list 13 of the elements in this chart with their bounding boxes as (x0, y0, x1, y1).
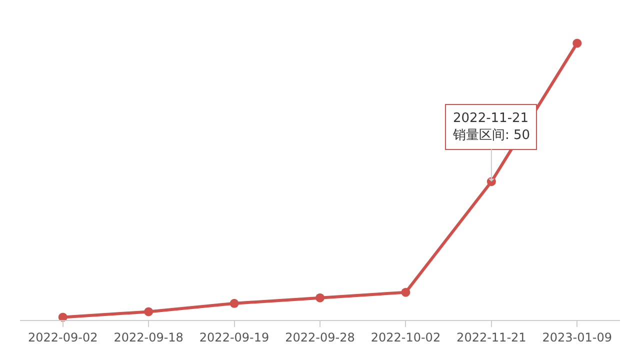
point (316, 293, 324, 302)
point (230, 298, 239, 308)
point (572, 38, 582, 48)
x-tick-label: 2022-09-19 (199, 330, 270, 344)
point (144, 307, 154, 316)
x-tick-label: 2022-09-18 (114, 330, 184, 344)
x-tick-label: 2022-09-02 (28, 330, 98, 344)
annotation: 2022-11-21 销量区间: 50 (452, 111, 530, 143)
point (401, 288, 410, 297)
x-tick-label: 2022-11-21 (456, 330, 526, 344)
x-tick-label: 2022-09-28 (285, 330, 355, 344)
x-tick-label: 2022-10-02 (370, 330, 441, 344)
x-tick-label: 2023-01-09 (542, 330, 612, 344)
